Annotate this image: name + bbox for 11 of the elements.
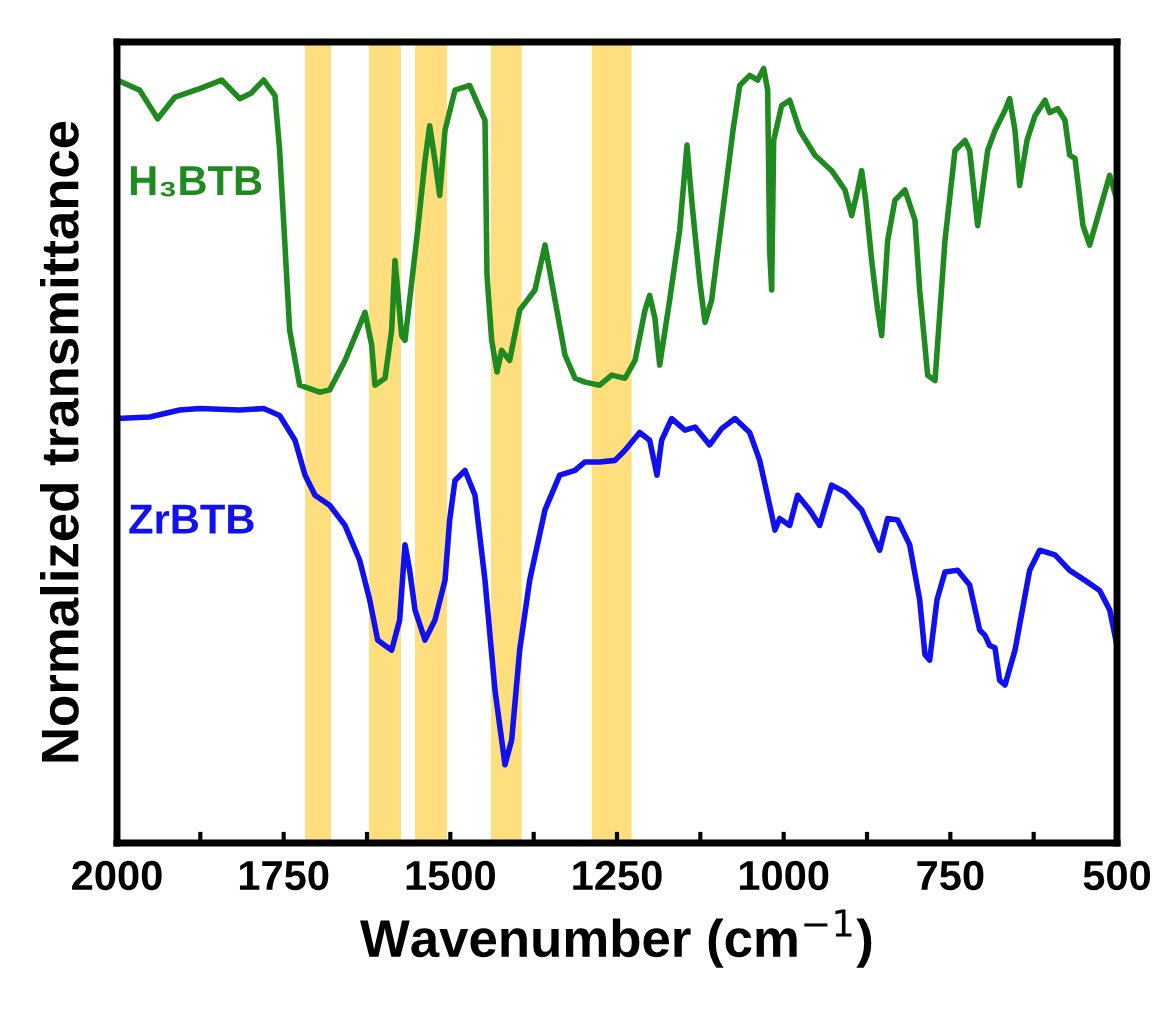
- y-axis-title: Normalized transmittance: [40, 121, 79, 762]
- x-tick-label: 1250: [573, 860, 662, 891]
- x-tick-label: 500: [1083, 860, 1151, 891]
- x-tick-label: 750: [917, 860, 984, 891]
- x-axis-title: Wavenumber (cm$^{−1}$): [360, 909, 872, 968]
- x-tick-label: 1500: [406, 860, 495, 891]
- x-tick-label: 2000: [72, 860, 162, 891]
- series-label: ZrBTB: [129, 504, 254, 534]
- x-tick-label: 1000: [739, 860, 829, 891]
- series-label: H₃BTB: [130, 166, 262, 197]
- x-tick-label: 1750: [239, 860, 329, 891]
